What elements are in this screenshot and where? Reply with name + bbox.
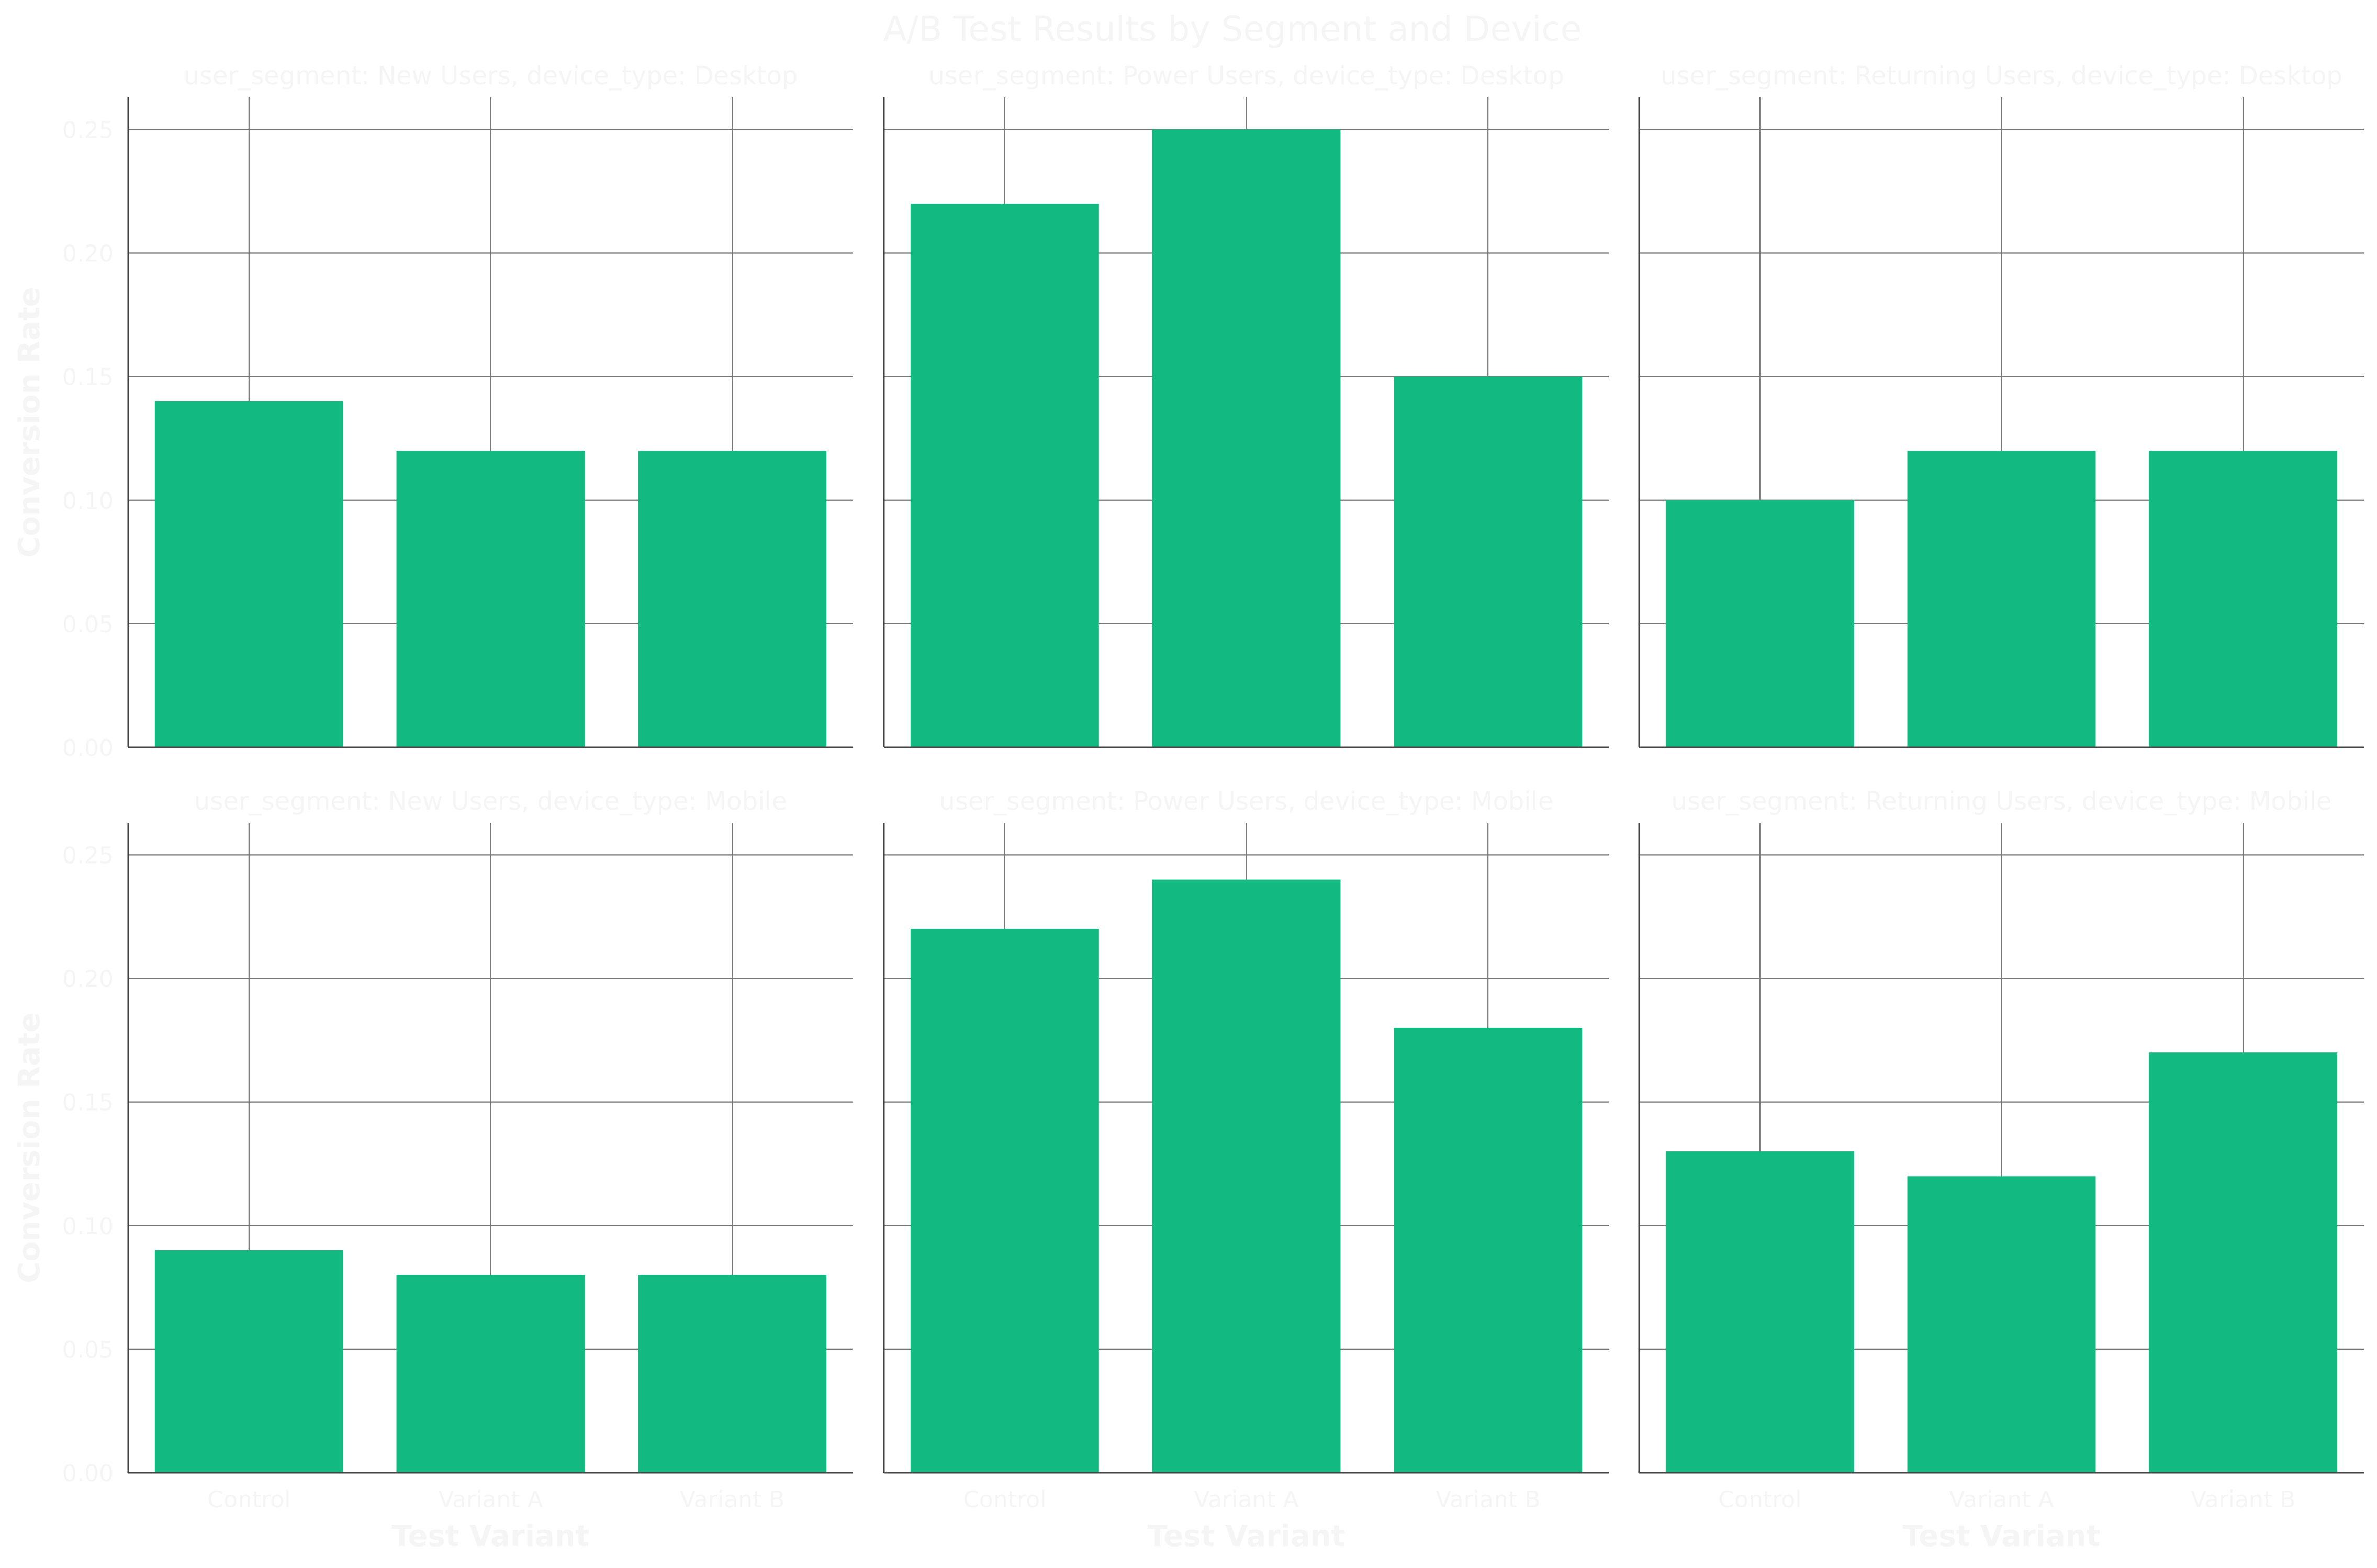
y-tick-label: 0.05	[62, 611, 114, 638]
bar-variant-b	[2149, 451, 2338, 747]
bar-control	[910, 204, 1099, 747]
y-tick-label: 0.05	[62, 1337, 114, 1363]
y-tick-label: 0.10	[62, 488, 114, 514]
panel-title: user_segment: New Users, device_type: De…	[184, 61, 798, 91]
bar-control	[910, 929, 1099, 1473]
bar-variant-b	[1394, 376, 1583, 747]
bar-variant-b	[1394, 1027, 1583, 1473]
bar-variant-a	[1907, 1176, 2096, 1473]
x-tick-label: Variant B	[680, 1486, 784, 1513]
y-tick-label: 0.00	[62, 735, 114, 761]
bar-variant-b	[638, 1275, 827, 1473]
bar-variant-a	[396, 1275, 585, 1473]
x-tick-label: Control	[1718, 1486, 1801, 1513]
y-tick-label: 0.00	[62, 1460, 114, 1487]
x-tick-label: Control	[207, 1486, 290, 1513]
y-tick-label: 0.15	[62, 364, 114, 391]
panel-title: user_segment: Returning Users, device_ty…	[1671, 787, 2331, 816]
x-axis-label: Test Variant	[392, 1519, 590, 1553]
bar-variant-a	[396, 451, 585, 747]
y-tick-label: 0.10	[62, 1213, 114, 1240]
y-axis-label: Conversion Rate	[13, 287, 47, 558]
chart-title: A/B Test Results by Segment and Device	[883, 9, 1582, 49]
bar-variant-b	[2149, 1052, 2338, 1473]
x-tick-label: Variant B	[1436, 1486, 1540, 1513]
x-tick-label: Variant A	[1194, 1486, 1298, 1513]
bar-variant-a	[1152, 879, 1341, 1473]
y-tick-label: 0.15	[62, 1090, 114, 1116]
panel-title: user_segment: New Users, device_type: Mo…	[194, 787, 787, 816]
bar-control	[154, 1250, 343, 1473]
x-tick-label: Variant A	[438, 1486, 543, 1513]
x-tick-label: Variant A	[1949, 1486, 2054, 1513]
y-tick-label: 0.25	[62, 117, 114, 143]
bar-control	[1665, 500, 1854, 747]
bar-variant-a	[1152, 129, 1341, 748]
x-axis-label: Test Variant	[1903, 1519, 2101, 1553]
y-axis-label: Conversion Rate	[13, 1012, 47, 1283]
y-tick-label: 0.20	[62, 241, 114, 267]
y-tick-label: 0.25	[62, 842, 114, 869]
x-tick-label: Control	[963, 1486, 1046, 1513]
bar-control	[1665, 1151, 1854, 1473]
x-tick-label: Variant B	[2191, 1486, 2295, 1513]
y-tick-label: 0.20	[62, 966, 114, 993]
bar-control	[154, 401, 343, 747]
bar-variant-b	[638, 451, 827, 747]
x-axis-label: Test Variant	[1148, 1519, 1346, 1553]
panel-title: user_segment: Returning Users, device_ty…	[1661, 61, 2342, 91]
panel-title: user_segment: Power Users, device_type: …	[939, 787, 1554, 816]
panel-title: user_segment: Power Users, device_type: …	[928, 61, 1564, 91]
bar-variant-a	[1907, 451, 2096, 747]
